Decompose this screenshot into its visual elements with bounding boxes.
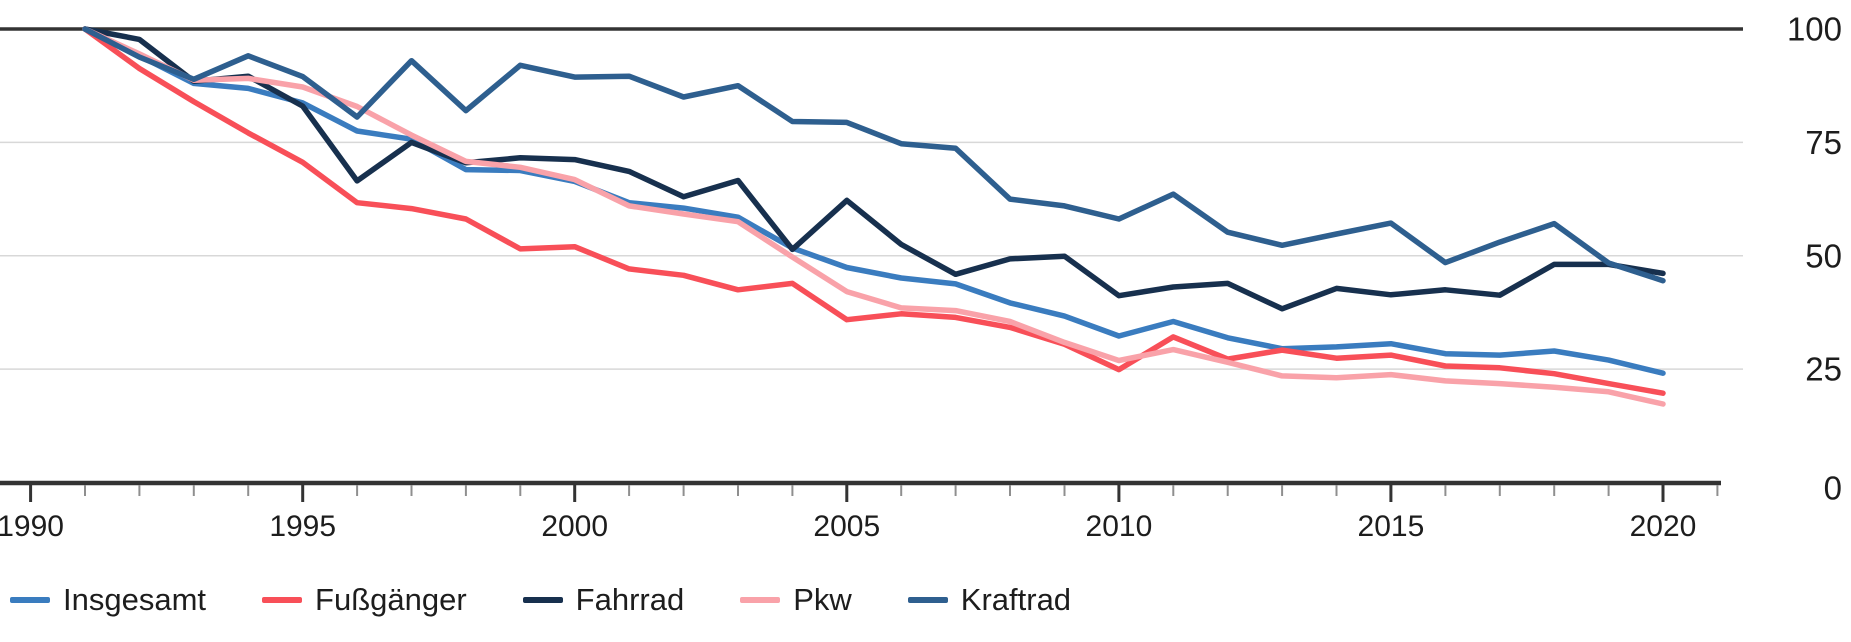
series-line-fahrrad (82, 26, 1666, 312)
x-axis-label-2005: 2005 (813, 510, 880, 543)
legend-label-fußgänger: Fußgänger (315, 582, 467, 617)
legend-label-fahrrad: Fahrrad (575, 582, 685, 617)
legend-swatch-kraftrad (907, 596, 948, 603)
legend-swatch-fahrrad (522, 596, 563, 603)
y-axis-label-0: 0 (1824, 470, 1842, 507)
legend-item-kraftrad: Kraftrad (907, 582, 1072, 617)
series-line-fußgänger (82, 26, 1666, 396)
legend-item-fahrrad: Fahrrad (522, 582, 685, 617)
x-axis-label-2010: 2010 (1086, 510, 1153, 543)
x-axis-label-1995: 1995 (269, 510, 336, 543)
legend-swatch-pkw (740, 596, 781, 603)
gridlines (0, 27, 1743, 370)
y-axis-label-100: 100 (1787, 11, 1842, 48)
x-axis (0, 480, 1721, 502)
legend-item-fußgänger: Fußgänger (262, 584, 467, 615)
x-axis-label-2020: 2020 (1630, 510, 1697, 543)
y-axis-labels: 100 75 50 25 0 (1787, 11, 1842, 507)
legend: Insgesamt Fußgänger Fahrrad Pkw Kraftrad (10, 584, 1071, 615)
line-chart: 1990 1995 2000 2005 2010 2015 2020 100 75 50 25 0 (0, 11, 1842, 543)
legend-item-pkw: Pkw (740, 584, 852, 615)
legend-swatch-insgesamt (10, 596, 50, 603)
y-axis-label-75: 75 (1805, 124, 1842, 161)
legend-label-kraftrad: Kraftrad (960, 582, 1072, 617)
y-axis-label-25: 25 (1805, 351, 1842, 388)
series-lines (82, 26, 1666, 407)
legend-label-pkw: Pkw (793, 582, 852, 617)
x-axis-labels: 1990 1995 2000 2005 2010 2015 2020 (0, 510, 1696, 543)
y-axis-label-50: 50 (1805, 237, 1842, 274)
legend-swatch-fußgänger (262, 596, 303, 603)
x-axis-label-1990: 1990 (0, 510, 64, 543)
x-axis-label-2015: 2015 (1358, 510, 1425, 543)
x-axis-label-2000: 2000 (541, 510, 608, 543)
series-line-kraftrad (82, 26, 1666, 284)
series-line-pkw (82, 26, 1666, 407)
legend-item-insgesamt: Insgesamt (10, 584, 206, 615)
series-line-insgesamt (82, 26, 1666, 376)
legend-label-insgesamt: Insgesamt (63, 582, 207, 617)
